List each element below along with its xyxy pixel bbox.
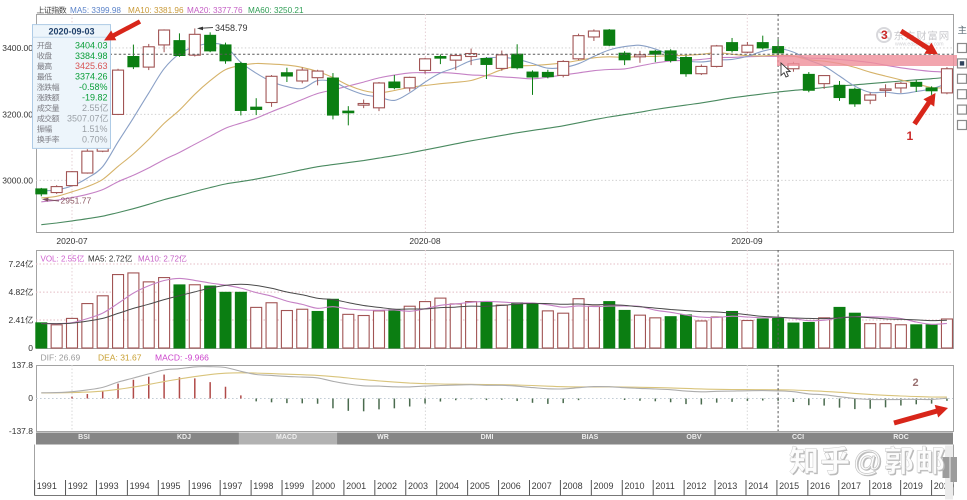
svg-text:2: 2 — [913, 377, 919, 389]
svg-text:KDJ: KDJ — [177, 434, 191, 441]
svg-text:MA5: 3399.98: MA5: 3399.98 — [70, 6, 121, 15]
svg-text:BSI: BSI — [78, 434, 90, 441]
svg-text:MA20: 3377.76: MA20: 3377.76 — [187, 6, 243, 15]
svg-text:1996: 1996 — [191, 481, 211, 491]
svg-text:1991: 1991 — [37, 481, 57, 491]
svg-text:MA10: 2.72: MA10: 2.72 — [138, 255, 179, 264]
svg-text:4.82: 4.82 — [8, 287, 25, 297]
svg-text:BIAS: BIAS — [582, 434, 599, 441]
svg-text:MA60: 3250.21: MA60: 3250.21 — [248, 6, 304, 15]
svg-text:137.8: 137.8 — [12, 360, 34, 370]
svg-text:1997: 1997 — [222, 481, 242, 491]
svg-text:1.51%: 1.51% — [82, 124, 108, 134]
svg-text:2014: 2014 — [748, 481, 768, 491]
svg-text:0: 0 — [28, 343, 33, 353]
svg-text:MA5: 2.72: MA5: 2.72 — [88, 255, 125, 264]
svg-text:2005: 2005 — [470, 481, 490, 491]
svg-text:2.55: 2.55 — [82, 103, 100, 113]
svg-text:ROC: ROC — [893, 434, 909, 441]
svg-text:2020-08: 2020-08 — [409, 236, 440, 246]
svg-text:2018: 2018 — [872, 481, 892, 491]
svg-text:VOL: 2.55: VOL: 2.55 — [41, 255, 78, 264]
svg-text:DEA: 31.67: DEA: 31.67 — [98, 353, 142, 363]
svg-text:3: 3 — [881, 28, 888, 42]
svg-text:1994: 1994 — [130, 481, 150, 491]
svg-text:2020-09: 2020-09 — [731, 236, 762, 246]
svg-text:3384.98: 3384.98 — [75, 51, 108, 61]
svg-text:@: @ — [854, 447, 883, 479]
svg-text:2016: 2016 — [810, 481, 830, 491]
svg-text:MA10: 3381.96: MA10: 3381.96 — [128, 6, 184, 15]
svg-text:MACD: -9.966: MACD: -9.966 — [155, 353, 209, 363]
svg-text:-0.58%: -0.58% — [79, 82, 108, 92]
svg-text:2009: 2009 — [594, 481, 614, 491]
svg-text:3400.00: 3400.00 — [2, 43, 33, 53]
svg-text:3000.00: 3000.00 — [2, 175, 33, 185]
svg-text:1995: 1995 — [161, 481, 181, 491]
svg-text:2002: 2002 — [377, 481, 397, 491]
svg-text:2012: 2012 — [686, 481, 706, 491]
svg-text:WR: WR — [377, 434, 389, 441]
svg-text:2013: 2013 — [717, 481, 737, 491]
svg-text:0.70%: 0.70% — [82, 134, 108, 144]
svg-text:2006: 2006 — [501, 481, 521, 491]
svg-text:3404.03: 3404.03 — [75, 40, 108, 50]
svg-text:2010: 2010 — [624, 481, 644, 491]
svg-text:2015: 2015 — [779, 481, 799, 491]
svg-text:1999: 1999 — [284, 481, 304, 491]
svg-text:MACD: MACD — [276, 434, 297, 441]
svg-text:2008: 2008 — [563, 481, 583, 491]
svg-text:DIF: 26.69: DIF: 26.69 — [41, 353, 81, 363]
svg-text:3458.79: 3458.79 — [215, 23, 248, 33]
svg-text:3507.07: 3507.07 — [67, 113, 100, 123]
svg-text:CCI: CCI — [792, 434, 804, 441]
svg-text:2019: 2019 — [903, 481, 923, 491]
svg-text:@: @ — [853, 446, 882, 478]
svg-text:2007: 2007 — [532, 481, 552, 491]
svg-text:2001: 2001 — [346, 481, 366, 491]
svg-text:1992: 1992 — [68, 481, 88, 491]
svg-text:2017: 2017 — [841, 481, 861, 491]
svg-text:3374.26: 3374.26 — [75, 72, 108, 82]
svg-text:-137.8: -137.8 — [9, 426, 33, 436]
svg-text:7.24: 7.24 — [8, 259, 25, 269]
svg-text:1993: 1993 — [99, 481, 119, 491]
svg-text:2000: 2000 — [315, 481, 335, 491]
svg-text:2004: 2004 — [439, 481, 459, 491]
svg-text:2020-07: 2020-07 — [56, 236, 87, 246]
svg-text:2011: 2011 — [655, 481, 674, 491]
svg-text:2003: 2003 — [408, 481, 428, 491]
svg-text:OBV: OBV — [686, 434, 702, 441]
svg-text:2020-09-03: 2020-09-03 — [48, 27, 94, 37]
svg-text:2.41: 2.41 — [8, 315, 25, 325]
svg-text:0: 0 — [28, 393, 33, 403]
svg-text:-19.82: -19.82 — [82, 93, 108, 103]
svg-text:1: 1 — [907, 129, 914, 143]
svg-text:3425.63: 3425.63 — [75, 61, 108, 71]
svg-text:3200.00: 3200.00 — [2, 109, 33, 119]
svg-text:2020: 2020 — [934, 481, 954, 491]
svg-text:DMI: DMI — [481, 434, 494, 441]
svg-text:2951.77: 2951.77 — [61, 196, 92, 206]
svg-text:1998: 1998 — [253, 481, 273, 491]
